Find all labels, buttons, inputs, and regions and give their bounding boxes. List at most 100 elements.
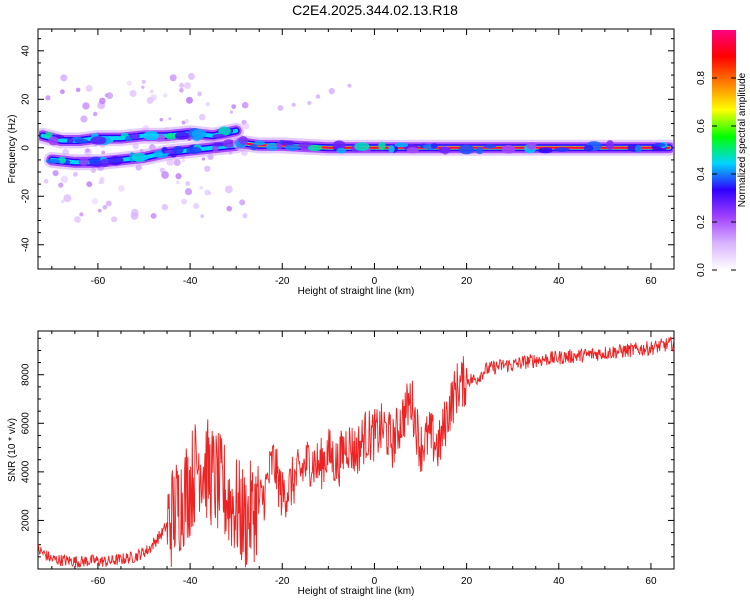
- figure-title: C2E4.2025.344.02.13.R18: [292, 2, 458, 18]
- ridge-blotch: [212, 133, 226, 139]
- noise-speckle: [80, 115, 88, 123]
- noise-speckle: [239, 199, 246, 206]
- noise-speckle: [328, 87, 335, 95]
- x-tick-label: -40: [183, 576, 198, 587]
- ridge-blotch: [378, 141, 386, 151]
- x-tick-label: -60: [91, 276, 106, 287]
- y-tick-label: -40: [21, 237, 32, 252]
- y-tick-label: 4000: [21, 460, 32, 483]
- ridge-blotch: [307, 144, 323, 152]
- noise-speckle: [105, 200, 112, 207]
- noise-speckle: [181, 120, 186, 125]
- plot-frame: [37, 28, 675, 270]
- y-tick-label: -20: [21, 189, 32, 204]
- noise-speckle: [60, 74, 68, 82]
- noise-speckle: [347, 83, 352, 88]
- noise-speckle: [231, 104, 237, 110]
- ridge-blotch: [634, 144, 642, 153]
- ridge-blotch: [605, 140, 615, 150]
- ridge-blotch: [99, 158, 110, 167]
- x-tick-label: -40: [183, 276, 198, 287]
- colorbar-tick-label: 0.4: [696, 167, 707, 181]
- y-tick-label: 20: [21, 93, 32, 105]
- x-tick-label: -20: [275, 576, 290, 587]
- noise-speckle: [163, 93, 168, 98]
- noise-speckle: [186, 96, 194, 104]
- ridge-blotch: [191, 129, 207, 139]
- ridge-blotch: [394, 142, 409, 148]
- ridge-blotch: [48, 136, 59, 146]
- colorbar-gradient: [712, 30, 736, 270]
- ridge-blotch: [140, 155, 150, 160]
- ridge-blotch: [131, 152, 147, 162]
- x-tick-label: 20: [461, 276, 473, 287]
- noise-speckle: [161, 171, 169, 179]
- colorbar-tick-label: 0.2: [696, 215, 707, 229]
- noise-speckle: [98, 180, 102, 185]
- noise-speckle: [126, 80, 132, 86]
- noise-speckle: [226, 205, 233, 212]
- noise-speckle: [199, 113, 206, 121]
- x-tick-label: 60: [645, 276, 657, 287]
- ridge-blotch: [332, 140, 346, 150]
- ridge-3: [232, 134, 673, 156]
- noise-speckle: [45, 95, 51, 101]
- noise-speckle: [243, 123, 250, 130]
- noise-speckle: [173, 158, 181, 166]
- noise-speckle: [129, 89, 137, 98]
- noise-speckle: [146, 96, 154, 104]
- noise-speckle: [179, 82, 185, 88]
- noise-speckle: [60, 199, 65, 204]
- noise-speckle: [52, 170, 59, 177]
- x-tick-label: 20: [461, 576, 473, 587]
- ridge-blotch: [218, 126, 231, 136]
- noise-speckle: [242, 213, 248, 219]
- ridge-blotch: [74, 138, 89, 144]
- noise-speckle: [179, 88, 184, 93]
- ridge-blotch: [238, 136, 248, 146]
- noise-speckle: [229, 110, 233, 114]
- ridge-blotch: [165, 132, 177, 140]
- colorbar-label: Normalized spectral amplitude: [737, 72, 748, 207]
- noise-speckle: [141, 79, 146, 84]
- noise-speckle: [102, 204, 108, 210]
- noise-speckle: [169, 74, 177, 82]
- colorbar-tick-label: 0.6: [696, 119, 707, 133]
- y-tick-label: 8000: [21, 363, 32, 386]
- noise-speckle: [181, 198, 188, 205]
- noise-speckle: [118, 185, 125, 192]
- ridge-blotch: [537, 147, 553, 154]
- x-tick-label: 0: [372, 276, 378, 287]
- ridge-blotch: [172, 145, 184, 155]
- noise-speckle: [201, 157, 206, 161]
- noise-speckle: [149, 89, 154, 94]
- heatmap-layer: [39, 72, 673, 223]
- noise-speckle: [307, 100, 312, 106]
- noise-speckle: [205, 102, 210, 107]
- noise-speckle: [106, 92, 114, 100]
- colorbar: 0.0 0.2 0.4 0.6 0.8 Normalized spectral ampli…: [696, 30, 748, 277]
- ridge-blotch: [129, 132, 140, 140]
- ridge-2: [43, 137, 245, 171]
- ridge-blotch: [526, 142, 537, 150]
- noise-speckle: [130, 212, 139, 220]
- noise-speckle: [63, 194, 72, 203]
- noise-speckle: [74, 216, 81, 223]
- y-axis-label: SNR (10 * v/v): [7, 418, 18, 482]
- ridge-blotch: [501, 144, 516, 154]
- noise-speckle: [204, 165, 211, 172]
- ridge-blotch: [90, 136, 107, 145]
- noise-speckle: [193, 203, 200, 210]
- noise-speckle: [184, 82, 191, 89]
- noise-speckle: [85, 148, 90, 153]
- noise-speckle: [207, 191, 212, 195]
- noise-speckle: [92, 111, 98, 117]
- noise-speckle: [241, 101, 249, 109]
- ridge-blotch: [67, 137, 74, 144]
- colorbar-tick-label: 0.8: [696, 71, 707, 85]
- noise-speckle: [200, 214, 205, 218]
- ridge-blotch: [430, 143, 438, 149]
- noise-speckle: [168, 117, 172, 121]
- ridge-blotch: [475, 146, 484, 155]
- colorbar-tick-label: 0.0: [696, 263, 707, 277]
